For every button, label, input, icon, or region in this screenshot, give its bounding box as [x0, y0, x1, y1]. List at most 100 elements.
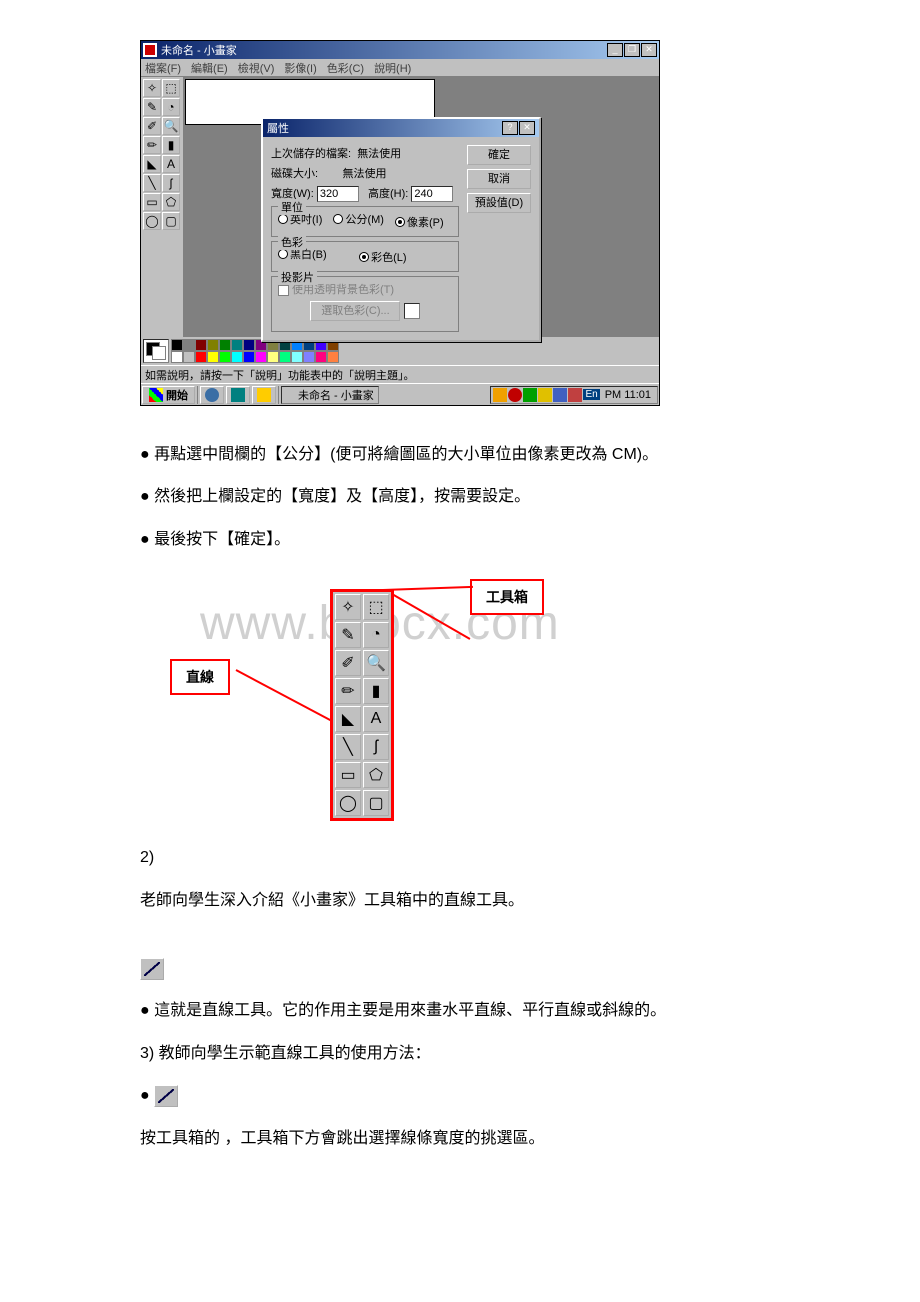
lang-indicator[interactable]: En — [583, 389, 599, 400]
tool-button[interactable]: ⬠ — [363, 762, 389, 788]
palette-color[interactable] — [327, 351, 339, 363]
width-input[interactable] — [317, 186, 359, 202]
fg-bg-swatch[interactable] — [143, 339, 169, 363]
ok-button[interactable]: 確定 — [467, 145, 531, 165]
dialog-help-button[interactable]: ? — [502, 121, 518, 135]
palette-color[interactable] — [231, 339, 243, 351]
tool-button[interactable]: ʃ — [162, 174, 180, 192]
tool-button[interactable]: ◯ — [143, 212, 161, 230]
section-text: 按工具箱的 ，工具箱下方會跳出選擇線條寬度的挑選區。 — [140, 1120, 860, 1158]
tool-button[interactable]: ▢ — [162, 212, 180, 230]
maximize-button[interactable]: ❐ — [624, 43, 640, 57]
tool-button[interactable]: ⬚ — [363, 594, 389, 620]
transparency-group-label: 投影片 — [278, 269, 317, 285]
palette-color[interactable] — [267, 351, 279, 363]
tray-icon[interactable] — [493, 388, 507, 402]
tray-icon[interactable] — [508, 388, 522, 402]
palette-color[interactable] — [195, 351, 207, 363]
clock: PM 11:01 — [601, 389, 655, 401]
tool-button[interactable]: ʃ — [363, 734, 389, 760]
palette-color[interactable] — [183, 351, 195, 363]
tool-button[interactable]: ▭ — [143, 193, 161, 211]
palette-color[interactable] — [207, 351, 219, 363]
toolbox-enlarged: ✧⬚✎◔✐🔍✏▮◣A╲ʃ▭⬠◯▢ — [330, 589, 394, 821]
menu-edit[interactable]: 編輯(E) — [191, 60, 228, 76]
palette-color[interactable] — [315, 351, 327, 363]
tool-button[interactable]: ◣ — [335, 706, 361, 732]
close-button[interactable]: ✕ — [641, 43, 657, 57]
palette-color[interactable] — [231, 351, 243, 363]
tool-button[interactable]: ✧ — [143, 79, 161, 97]
tool-button[interactable]: ◯ — [335, 790, 361, 816]
tool-button[interactable]: ✎ — [335, 622, 361, 648]
palette-color[interactable] — [171, 351, 183, 363]
callout-toolbox-label: 工具箱 — [486, 589, 528, 605]
default-button[interactable]: 預設值(D) — [467, 193, 531, 213]
color-group-label: 色彩 — [278, 234, 306, 250]
tray-icon[interactable] — [568, 388, 582, 402]
tool-button[interactable]: ✧ — [335, 594, 361, 620]
tool-button[interactable]: ⬚ — [162, 79, 180, 97]
taskbar: 開始 未命名 - 小畫家 En PM 11:01 — [141, 383, 659, 405]
palette-color[interactable] — [219, 351, 231, 363]
tool-button[interactable]: ▢ — [363, 790, 389, 816]
palette-color[interactable] — [303, 351, 315, 363]
palette-color[interactable] — [243, 351, 255, 363]
tool-button[interactable]: ✐ — [143, 117, 161, 135]
tool-button[interactable]: ▮ — [162, 136, 180, 154]
tool-button[interactable]: ✏ — [335, 678, 361, 704]
minimize-button[interactable]: _ — [607, 43, 623, 57]
start-label: 開始 — [166, 387, 188, 403]
tool-button[interactable]: ▮ — [363, 678, 389, 704]
taskbar-app-button[interactable]: 未命名 - 小畫家 — [281, 386, 379, 404]
tool-button[interactable]: ✎ — [143, 98, 161, 116]
unit-group-label: 單位 — [278, 199, 306, 215]
taskbar-app-label: 未命名 - 小畫家 — [298, 387, 374, 403]
tray-icon[interactable] — [523, 388, 537, 402]
bullet-item: ● 再點選中間欄的【公分】(便可將繪圖區的大小單位由像素更改為 CM)。 — [140, 436, 860, 474]
tool-button[interactable]: A — [363, 706, 389, 732]
select-color-button: 選取色彩(C)... — [310, 301, 400, 321]
tool-button[interactable]: ╲ — [335, 734, 361, 760]
transparency-checkbox[interactable] — [278, 285, 289, 296]
tray-icon[interactable] — [553, 388, 567, 402]
tool-button[interactable]: 🔍 — [162, 117, 180, 135]
tool-button[interactable]: ╲ — [143, 174, 161, 192]
palette-color[interactable] — [279, 351, 291, 363]
tool-button[interactable]: ✏ — [143, 136, 161, 154]
palette-color[interactable] — [195, 339, 207, 351]
height-input[interactable] — [411, 186, 453, 202]
palette-color[interactable] — [219, 339, 231, 351]
system-tray: En PM 11:01 — [490, 386, 658, 404]
quicklaunch-ie[interactable] — [200, 386, 224, 404]
menu-help[interactable]: 說明(H) — [374, 60, 411, 76]
tool-button[interactable]: ⬠ — [162, 193, 180, 211]
dialog-close-button[interactable]: ✕ — [519, 121, 535, 135]
palette-color[interactable] — [291, 351, 303, 363]
palette-color[interactable] — [243, 339, 255, 351]
tool-button[interactable]: ▭ — [335, 762, 361, 788]
tool-button[interactable]: A — [162, 155, 180, 173]
menu-file[interactable]: 檔案(F) — [145, 60, 181, 76]
quicklaunch-desktop[interactable] — [226, 386, 250, 404]
palette-color[interactable] — [255, 351, 267, 363]
palette-color[interactable] — [207, 339, 219, 351]
line-tool-description: 這就是直線工具。它的作用主要是用來畫水平直線、平行直線或斜線的。 — [154, 1002, 666, 1019]
cancel-button[interactable]: 取消 — [467, 169, 531, 189]
menu-view[interactable]: 檢視(V) — [238, 60, 275, 76]
tool-button[interactable]: ◔ — [363, 622, 389, 648]
start-button[interactable]: 開始 — [142, 386, 195, 404]
radio-cm[interactable]: 公分(M) — [333, 211, 384, 227]
palette-color[interactable] — [183, 339, 195, 351]
quicklaunch-outlook[interactable] — [252, 386, 276, 404]
tool-button[interactable]: ◔ — [162, 98, 180, 116]
palette-color[interactable] — [171, 339, 183, 351]
tray-icon[interactable] — [538, 388, 552, 402]
radio-pixel[interactable]: 像素(P) — [395, 214, 444, 230]
radio-color[interactable]: 彩色(L) — [359, 249, 406, 265]
menu-image[interactable]: 影像(I) — [284, 60, 316, 76]
tool-button[interactable]: ◣ — [143, 155, 161, 173]
tool-button[interactable]: 🔍 — [363, 650, 389, 676]
tool-button[interactable]: ✐ — [335, 650, 361, 676]
menu-colors[interactable]: 色彩(C) — [327, 60, 364, 76]
